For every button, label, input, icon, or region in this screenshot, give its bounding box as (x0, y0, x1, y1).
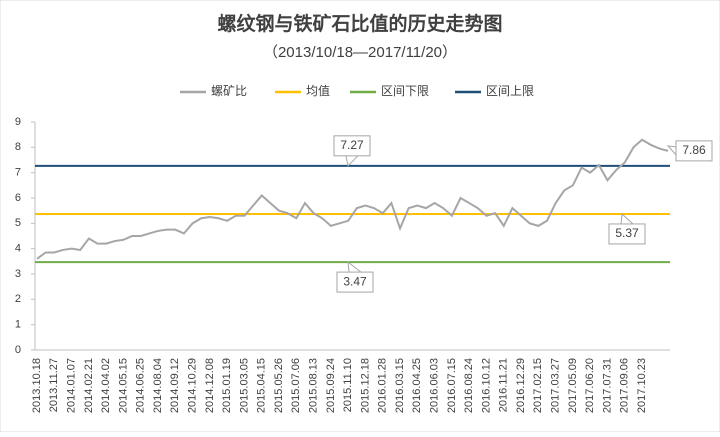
y-tick-label: 7 (15, 167, 21, 179)
callout-label: 5.37 (615, 226, 639, 240)
x-tick-label: 2016.03.15 (394, 358, 406, 413)
y-tick-label: 5 (15, 217, 21, 229)
x-tick-label: 2014.04.02 (100, 358, 112, 413)
x-tick-label: 2014.06.25 (135, 358, 147, 413)
legend-label: 均值 (306, 83, 330, 98)
callout-label: 3.47 (343, 274, 367, 288)
y-tick-label: 2 (15, 293, 21, 305)
callout-pointer (345, 155, 359, 167)
x-tick-label: 2016.11.21 (498, 358, 510, 412)
x-tick-label: 2015.03.05 (238, 358, 250, 413)
callout-pointer (620, 212, 634, 225)
y-tick-label: 9 (15, 116, 21, 128)
callout-box (675, 140, 713, 162)
x-tick-label: 2016.01.28 (377, 358, 389, 413)
callout-pointer (666, 145, 677, 156)
x-tick-label: 2016.08.24 (463, 358, 475, 413)
x-tick-label: 2017.10.23 (636, 358, 648, 413)
y-tick-label: 3 (15, 268, 21, 280)
x-tick-label: 2015.07.06 (290, 358, 302, 413)
legend-label: 区间下限 (381, 84, 429, 98)
x-tick-label: 2017.02.15 (532, 358, 544, 413)
x-tick-label: 2015.05.26 (273, 358, 285, 413)
legend-label: 螺矿比 (211, 84, 247, 98)
x-tick-label: 2017.03.27 (550, 358, 562, 413)
x-tick-label: 2013.10.18 (31, 358, 43, 413)
x-tick-label: 2014.10.29 (186, 358, 198, 413)
x-tick-label: 2014.01.07 (65, 358, 77, 413)
x-tick-label: 2017.06.20 (584, 358, 596, 413)
x-tick-label: 2016.07.15 (446, 358, 458, 413)
y-tick-label: 8 (15, 141, 21, 153)
x-tick-label: 2014.09.12 (169, 358, 181, 413)
x-tick-label: 2014.02.21 (83, 358, 95, 413)
x-tick-label: 2014.12.08 (204, 358, 216, 413)
legend-label: 区间上限 (486, 84, 534, 98)
callout-pointer (347, 260, 362, 273)
x-tick-label: 2017.09.06 (619, 358, 631, 413)
y-tick-label: 0 (15, 344, 21, 356)
x-tick-label: 2017.05.09 (567, 358, 579, 413)
callout-box (333, 135, 371, 157)
x-tick-label: 2015.04.15 (256, 358, 268, 413)
x-tick-label: 2013.11.27 (48, 358, 60, 412)
callout-label: 7.86 (682, 143, 706, 157)
chart-title: 螺纹钢与铁矿石比值的历史走势图 (217, 12, 502, 35)
x-tick-label: 2014.08.04 (152, 358, 164, 413)
x-tick-label: 2015.01.19 (221, 358, 233, 413)
x-tick-label: 2016.04.25 (411, 358, 423, 413)
x-tick-label: 2015.08.13 (308, 358, 320, 413)
x-tick-label: 2014.05.15 (117, 358, 129, 413)
x-tick-label: 2017.07.31 (601, 358, 613, 413)
x-tick-label: 2015.11.10 (342, 358, 354, 412)
data-line (36, 138, 669, 260)
callout-box (608, 223, 646, 245)
x-tick-label: 2016.06.03 (429, 358, 441, 413)
chart-subtitle: （2013/10/18—2017/11/20） (263, 44, 457, 61)
y-tick-label: 4 (15, 243, 21, 255)
x-tick-label: 2015.09.24 (325, 358, 337, 413)
y-tick-label: 6 (15, 192, 21, 204)
y-tick-label: 1 (15, 319, 21, 331)
x-tick-label: 2016.12.29 (515, 358, 527, 413)
callout-box (336, 271, 374, 293)
callout-label: 7.27 (340, 138, 364, 152)
x-tick-label: 2015.12.18 (359, 358, 371, 413)
x-tick-label: 2016.10.12 (480, 358, 492, 413)
